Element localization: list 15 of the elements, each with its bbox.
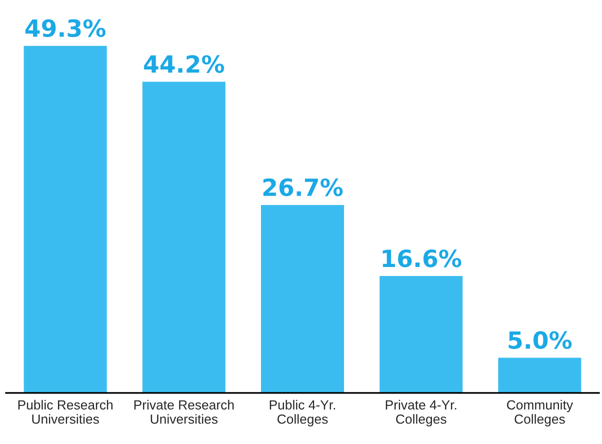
data-label: 5.0% bbox=[508, 331, 572, 349]
bar bbox=[380, 276, 463, 393]
bar bbox=[142, 82, 226, 393]
bar bbox=[498, 358, 582, 393]
x-tick-label: Private 4-Yr. Colleges bbox=[386, 400, 456, 426]
data-label: 26.7% bbox=[263, 178, 343, 196]
x-tick-label: Private Research Universities bbox=[134, 400, 234, 424]
x-tick-label: Public 4-Yr. Colleges bbox=[270, 400, 336, 426]
data-label: 16.6% bbox=[382, 249, 462, 268]
data-label: 49.3% bbox=[25, 19, 106, 38]
x-tick-label: Public Research Universities bbox=[18, 400, 112, 424]
x-tick-label: Community Colleges bbox=[507, 400, 574, 426]
bar bbox=[260, 204, 344, 393]
data-label: 44.2% bbox=[144, 55, 224, 73]
bar bbox=[24, 46, 107, 393]
